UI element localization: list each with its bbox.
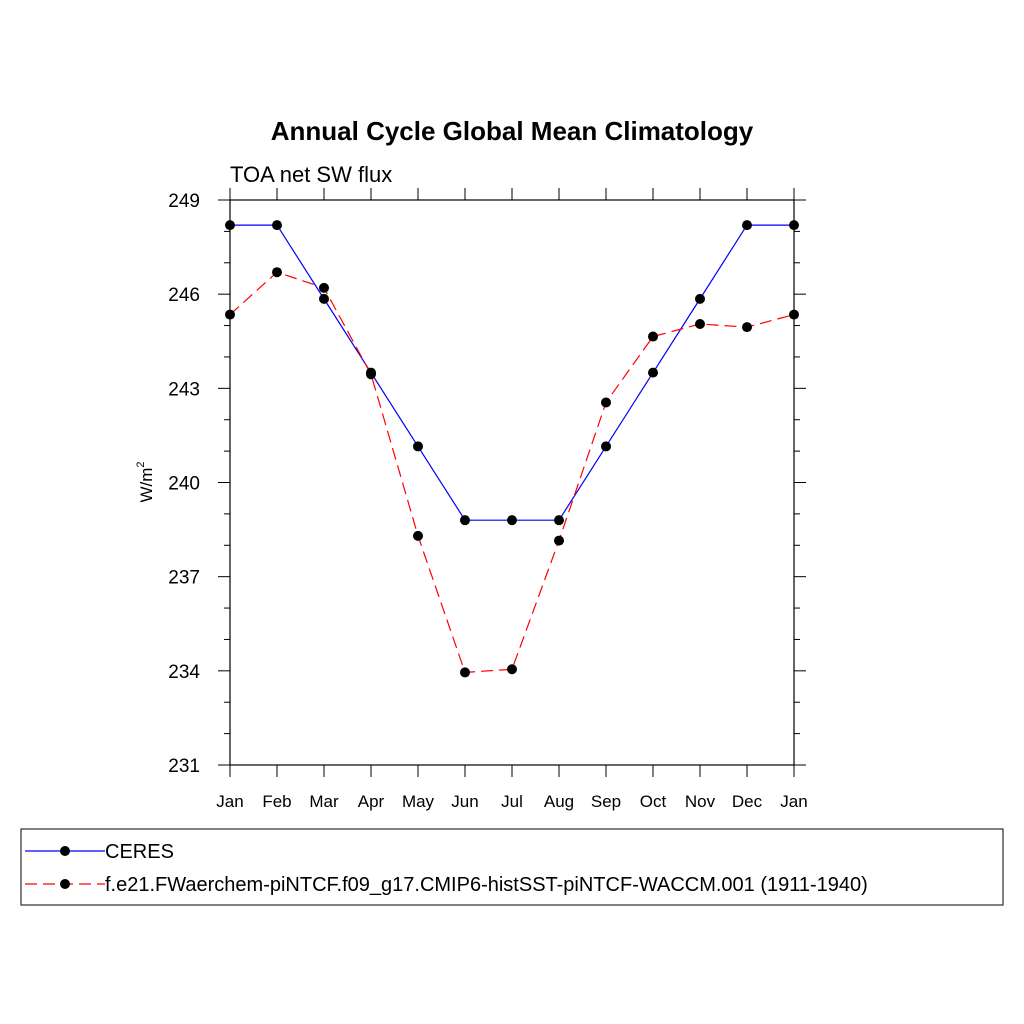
series-line-0 bbox=[230, 224, 794, 521]
series-1-point bbox=[695, 318, 705, 329]
series-1-point bbox=[742, 322, 752, 333]
series-1-point bbox=[413, 530, 423, 541]
series-0-point bbox=[554, 515, 564, 526]
series-0-point bbox=[695, 293, 705, 304]
x-tick-labels: Jan Feb Mar Apr May Jun Jul Aug Sep Oct Nov Dec Jan bbox=[216, 792, 807, 811]
series-0-point bbox=[601, 441, 611, 452]
series-0-point bbox=[460, 515, 470, 526]
x-tick-label: Oct bbox=[640, 792, 667, 811]
y-tick-label: 240 bbox=[168, 474, 200, 495]
series-1-point bbox=[272, 267, 282, 278]
series-1-point bbox=[319, 282, 329, 293]
y-tick-label: 237 bbox=[168, 568, 200, 589]
y-axis-label-superscript: 2 bbox=[135, 461, 147, 467]
y-axis-label-text: W/m bbox=[137, 468, 156, 503]
series-0-point bbox=[225, 220, 235, 231]
svg-text:W/m2: W/m2 bbox=[135, 461, 156, 502]
x-tick-label: Dec bbox=[732, 792, 763, 811]
x-tick-label: Jan bbox=[216, 792, 243, 811]
legend-marker-0 bbox=[60, 846, 70, 856]
series-1-point bbox=[789, 309, 799, 320]
series-points bbox=[225, 220, 799, 678]
series-0-point bbox=[742, 220, 752, 231]
x-tick-label: Nov bbox=[685, 792, 716, 811]
y-tick-label: 243 bbox=[168, 379, 200, 400]
x-tick-label: Feb bbox=[262, 792, 291, 811]
series-1-point bbox=[460, 667, 470, 678]
series-1-point bbox=[648, 331, 658, 342]
y-tick-label: 231 bbox=[168, 756, 200, 777]
legend-marker-1 bbox=[60, 879, 70, 889]
series-0-point bbox=[272, 220, 282, 231]
legend-label-model: f.e21.FWaerchem-piNTCF.f09_g17.CMIP6-his… bbox=[105, 874, 868, 896]
x-tick-label: Mar bbox=[309, 792, 339, 811]
series-1-point bbox=[225, 309, 235, 320]
chart-subtitle: TOA net SW flux bbox=[230, 162, 392, 187]
x-tick-label: May bbox=[402, 792, 435, 811]
y-tick-labels: 231 234 237 240 243 246 249 bbox=[168, 191, 200, 777]
series-line-1 bbox=[229, 271, 795, 674]
legend bbox=[25, 846, 105, 889]
y-tick-label: 249 bbox=[168, 191, 200, 212]
chart-title: Annual Cycle Global Mean Climatology bbox=[271, 116, 754, 146]
x-tick-label: Jan bbox=[780, 792, 807, 811]
legend-box bbox=[20, 828, 1004, 906]
series-0-point bbox=[413, 441, 423, 452]
x-tick-label: Aug bbox=[544, 792, 574, 811]
x-tick-label: Sep bbox=[591, 792, 621, 811]
x-tick-label: Apr bbox=[358, 792, 385, 811]
series-0-point bbox=[789, 220, 799, 231]
series-1-point bbox=[554, 535, 564, 546]
series-lines bbox=[229, 224, 795, 674]
y-tick-label: 246 bbox=[168, 285, 200, 306]
x-tick-label: Jun bbox=[451, 792, 478, 811]
axis-ticks bbox=[218, 188, 806, 777]
series-0-point bbox=[507, 515, 517, 526]
x-tick-label: Jul bbox=[501, 792, 523, 811]
legend-label-ceres: CERES bbox=[105, 841, 174, 863]
series-1-point bbox=[507, 664, 517, 675]
y-tick-label: 234 bbox=[168, 662, 200, 683]
series-0-point bbox=[648, 367, 658, 378]
series-1-point bbox=[366, 369, 376, 380]
series-0-point bbox=[319, 293, 329, 304]
series-1-point bbox=[601, 397, 611, 408]
y-axis-label: W/m2 bbox=[135, 461, 156, 502]
